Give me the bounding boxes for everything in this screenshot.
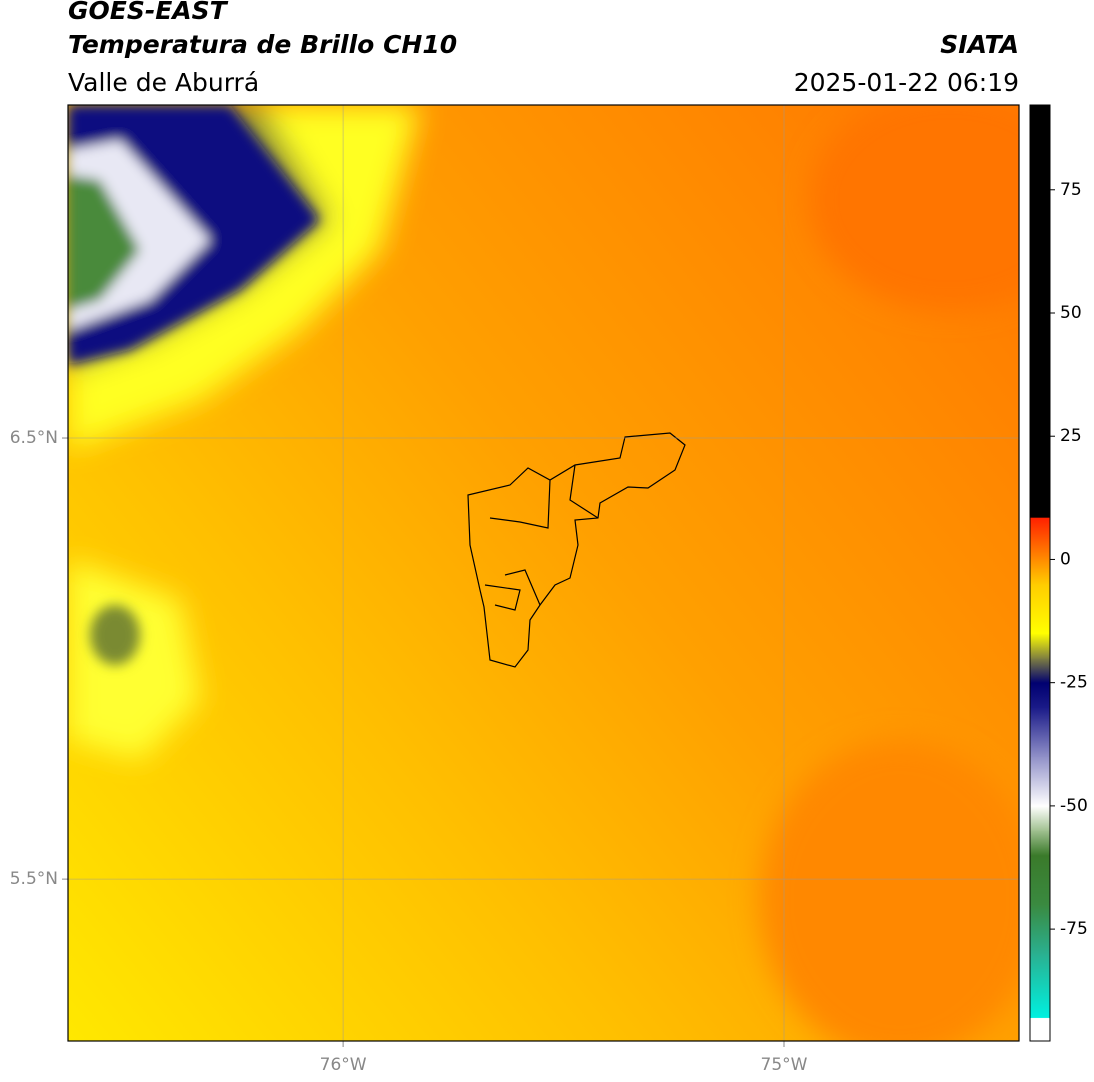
colorbar-segment xyxy=(1030,707,1050,758)
title: GOES-EAST xyxy=(68,0,229,25)
colorbar-segment xyxy=(1030,953,1050,1018)
timestamp: 2025-01-22 06:19 xyxy=(794,68,1019,97)
x-tick-label: 75°W xyxy=(761,1055,808,1075)
y-tick-label: 5.5°N xyxy=(10,869,58,889)
colorbar-tick-label: 0 xyxy=(1060,549,1071,569)
colorbar-segment xyxy=(1030,517,1050,560)
colorbar-segment xyxy=(1030,855,1050,905)
colorbar-segment xyxy=(1030,559,1050,585)
colorbar-tick-label: 25 xyxy=(1060,426,1082,446)
cloud-core xyxy=(68,105,320,665)
colorbar-segment xyxy=(1030,658,1050,684)
colorbar-tick-label: -75 xyxy=(1060,919,1088,939)
y-tick-label: 6.5°N xyxy=(10,428,58,448)
raster xyxy=(68,105,1019,1041)
colorbar-segment xyxy=(1030,805,1050,832)
colorbar-segment xyxy=(1030,904,1050,955)
colorbar-segment xyxy=(1030,756,1050,807)
colorbar: 75 50 25 0 -25 -50 -75 xyxy=(1030,105,1088,1042)
map-frame xyxy=(67,104,1020,1042)
colorbar-segment xyxy=(1030,584,1050,634)
subtitle: Temperatura de Brillo CH10 xyxy=(68,30,457,59)
colorbar-segment xyxy=(1030,682,1050,708)
valley-boundary xyxy=(467,432,686,668)
grid: 76°W 75°W 6.5°N 5.5°N xyxy=(10,105,1019,1075)
region: Valle de Aburrá xyxy=(68,68,259,97)
x-tick-label: 76°W xyxy=(320,1055,367,1075)
colorbar-segment xyxy=(1030,830,1050,856)
colorbar-tick-label: -50 xyxy=(1060,796,1088,816)
colorbar-tick-label: 75 xyxy=(1060,180,1082,200)
colorbar-segment xyxy=(1030,633,1050,659)
colorbar-frame xyxy=(1029,104,1051,1042)
colorbar-tick-label: -25 xyxy=(1060,673,1088,693)
colorbar-segment xyxy=(1030,105,1050,518)
source: SIATA xyxy=(940,30,1019,59)
colorbar-segment xyxy=(1030,1017,1050,1042)
colorbar-tick-label: 50 xyxy=(1060,303,1082,323)
